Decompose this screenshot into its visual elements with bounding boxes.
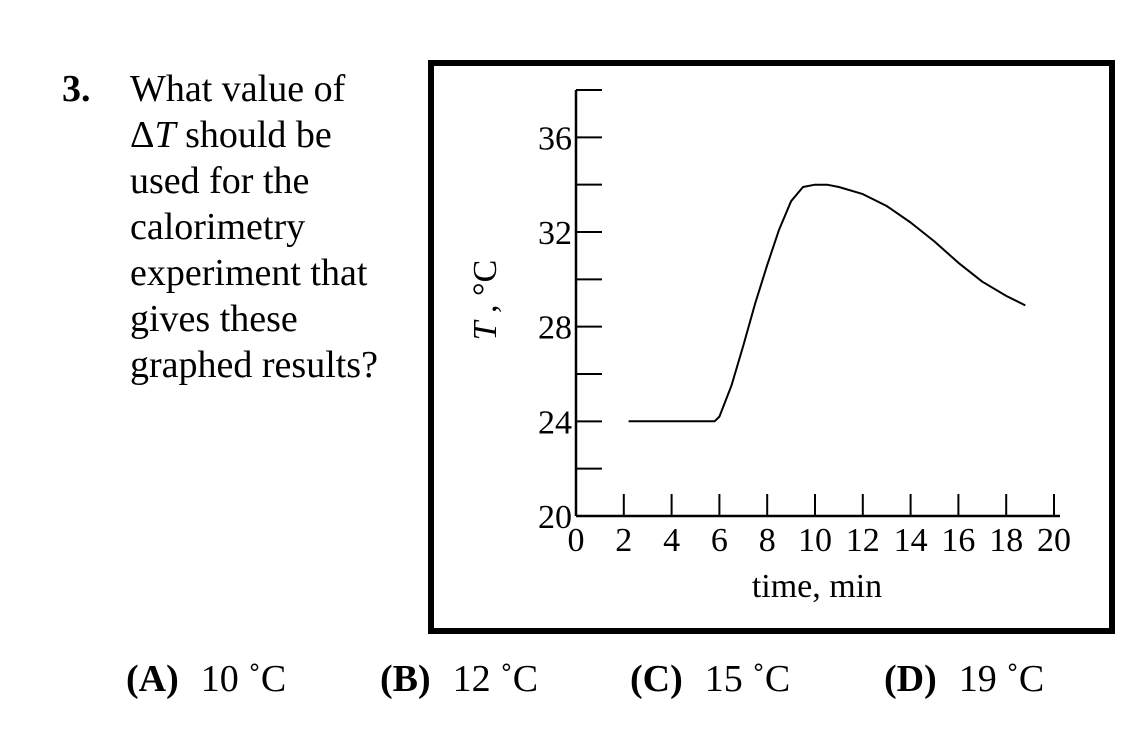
answer-choice-a[interactable]: (A) 10 ˚C <box>126 656 286 702</box>
x-tick-label: 2 <box>615 522 632 559</box>
x-tick-label: 12 <box>846 522 880 559</box>
answer-choices: (A) 10 ˚C (B) 12 ˚C (C) 15 ˚C (D) 19 ˚C <box>0 656 1145 706</box>
answer-letter: (B) <box>380 658 431 700</box>
variable-t: T <box>154 114 176 156</box>
x-tick-label: 18 <box>989 522 1023 559</box>
question-line: used for the <box>130 160 310 202</box>
question-line: What value of <box>130 68 346 110</box>
answer-choice-b[interactable]: (B) 12 ˚C <box>380 656 538 702</box>
x-tick-label: 10 <box>798 522 832 559</box>
y-axis-label-text: T <box>467 319 504 340</box>
delta-t-symbol: ΔT should be <box>130 114 332 156</box>
y-axis-label-unit: , °C <box>467 260 504 313</box>
x-axis-label: time, min <box>752 568 882 605</box>
answer-value: 15 ˚C <box>704 658 791 700</box>
y-tick-label: 32 <box>538 215 572 252</box>
question-line: ΔT should be <box>130 112 378 158</box>
y-axis-ticks: 20 24 28 32 36 <box>538 89 602 536</box>
answer-value: 12 ˚C <box>452 658 539 700</box>
answer-choice-c[interactable]: (C) 15 ˚C <box>630 656 790 702</box>
series-layer <box>628 183 1026 423</box>
question-line: experiment that <box>130 252 368 294</box>
question-text: What value of ΔT should be used for the … <box>130 66 378 388</box>
answer-value: 19 ˚C <box>958 658 1045 700</box>
y-tick-label: 28 <box>538 310 572 347</box>
answer-choice-d[interactable]: (D) 19 ˚C <box>884 656 1044 702</box>
x-tick-label: 20 <box>1037 522 1071 559</box>
x-axis-ticks: 0 2 4 6 8 10 12 14 16 18 20 <box>568 494 1071 559</box>
y-tick-label: 36 <box>538 120 572 157</box>
answer-letter: (C) <box>630 658 683 700</box>
y-tick-label: 24 <box>538 404 572 441</box>
answer-letter: (A) <box>126 658 179 700</box>
question-number: 3. <box>62 68 91 110</box>
question-line: graphed results? <box>130 344 378 386</box>
chart-frame: 0 2 4 6 8 10 12 14 16 18 20 20 24 28 32 36 time, min T… <box>428 60 1115 634</box>
temperature-curve <box>628 183 1026 423</box>
x-tick-label: 0 <box>568 522 585 559</box>
x-tick-label: 4 <box>663 522 680 559</box>
answer-letter: (D) <box>884 658 937 700</box>
x-tick-label: 16 <box>941 522 975 559</box>
question-line: calorimetry <box>130 206 306 248</box>
x-tick-label: 6 <box>711 522 728 559</box>
x-tick-label: 8 <box>759 522 776 559</box>
answer-value: 10 ˚C <box>200 658 287 700</box>
question-line: gives these <box>130 298 298 340</box>
axes <box>574 90 1060 518</box>
y-tick-label: 20 <box>538 499 572 536</box>
x-tick-label: 14 <box>894 522 928 559</box>
y-axis-label: T , °C <box>467 260 504 341</box>
